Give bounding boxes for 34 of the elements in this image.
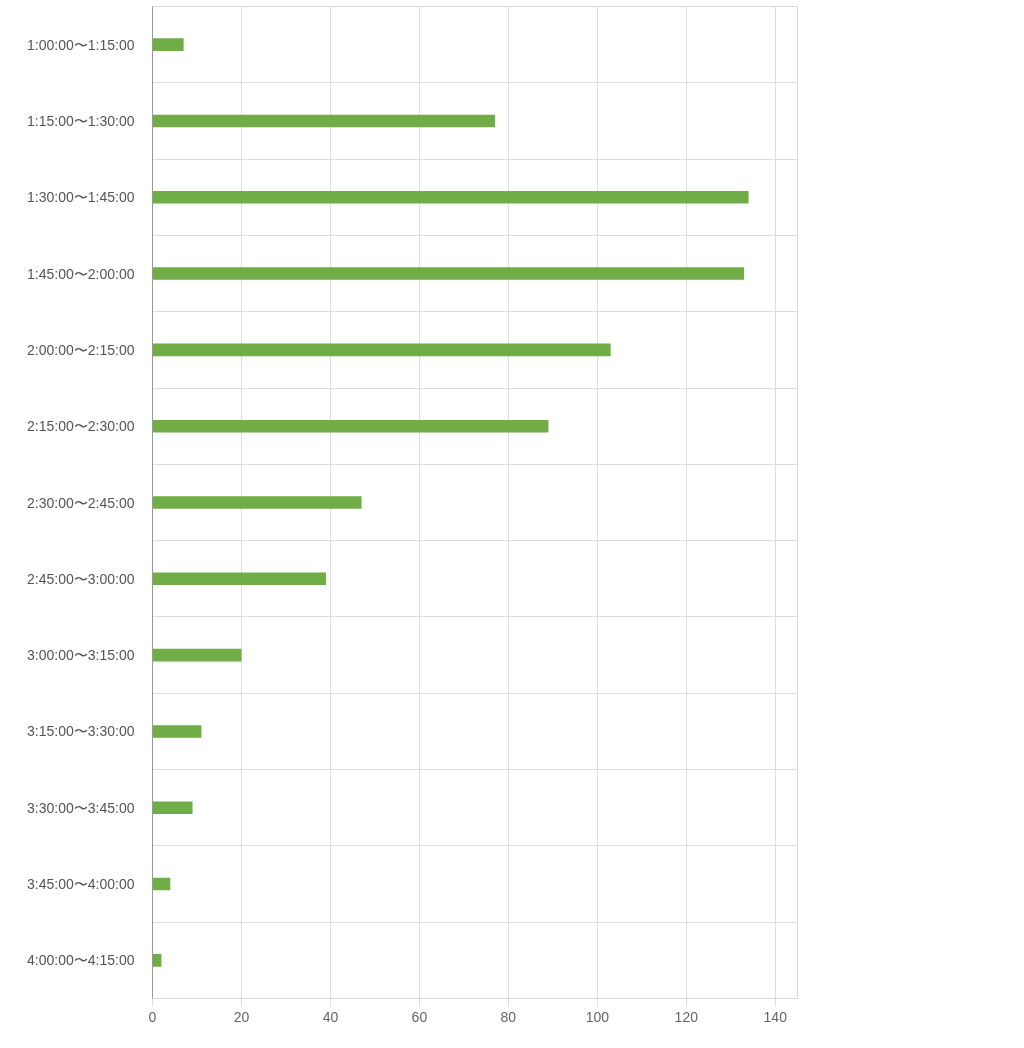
x-tick-label: 40 (322, 1008, 339, 1025)
bar (152, 648, 242, 662)
bar (152, 877, 171, 891)
y-tick-label: 3:45:00〜4:00:00 (27, 876, 135, 893)
bar (152, 496, 362, 509)
bar (152, 954, 162, 967)
bar (152, 38, 184, 51)
x-tick-label: 100 (585, 1008, 610, 1025)
bar (152, 343, 611, 357)
bar (152, 572, 326, 586)
bar (152, 801, 193, 815)
y-tick-label: 3:00:00〜3:15:00 (27, 647, 135, 664)
bar (152, 267, 745, 280)
x-tick-label: 0 (148, 1008, 157, 1025)
y-tick-label: 2:00:00〜2:15:00 (27, 341, 135, 358)
y-tick-label: 1:00:00〜1:15:00 (27, 36, 135, 53)
bar (152, 114, 496, 128)
y-tick-label: 1:45:00〜2:00:00 (27, 265, 135, 282)
bar (152, 419, 549, 433)
bar (152, 725, 202, 738)
x-tick-label: 80 (500, 1008, 517, 1025)
y-tick-label: 2:15:00〜2:30:00 (27, 418, 135, 435)
x-tick-label: 20 (233, 1008, 250, 1025)
y-tick-label: 4:00:00〜4:15:00 (27, 952, 135, 969)
y-tick-label: 2:30:00〜2:45:00 (27, 494, 135, 511)
y-tick-label: 3:15:00〜3:30:00 (27, 723, 135, 740)
x-tick-label: 60 (411, 1008, 428, 1025)
y-tick-label: 2:45:00〜3:00:00 (27, 570, 135, 587)
x-tick-label: 120 (674, 1008, 699, 1025)
y-tick-label: 1:30:00〜1:45:00 (27, 189, 135, 206)
bar (152, 190, 749, 204)
x-tick-label: 140 (763, 1008, 788, 1025)
y-tick-label: 1:15:00〜1:30:00 (27, 112, 135, 129)
y-tick-label: 3:30:00〜3:45:00 (27, 799, 135, 816)
